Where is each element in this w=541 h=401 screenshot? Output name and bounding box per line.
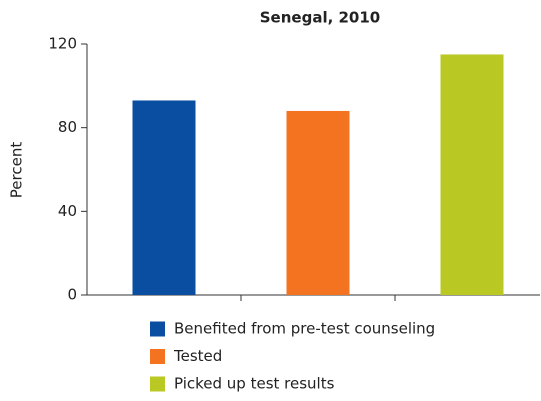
legend-label: Picked up test results: [174, 375, 335, 393]
y-axis-label: Percent: [8, 142, 26, 199]
legend-label: Tested: [173, 347, 222, 365]
chart-title: Senegal, 2010: [260, 9, 381, 27]
bar: [286, 110, 350, 295]
y-tick-label: 0: [67, 286, 77, 304]
y-tick-label: 80: [58, 118, 77, 136]
legend-swatch: [150, 349, 165, 364]
legend-swatch: [150, 376, 165, 392]
legend-swatch: [150, 321, 165, 337]
y-tick-label: 120: [48, 35, 77, 53]
y-tick-label: 40: [58, 202, 77, 220]
bar: [132, 100, 196, 295]
bar: [440, 54, 504, 296]
legend-label: Benefited from pre-test counseling: [174, 320, 435, 338]
